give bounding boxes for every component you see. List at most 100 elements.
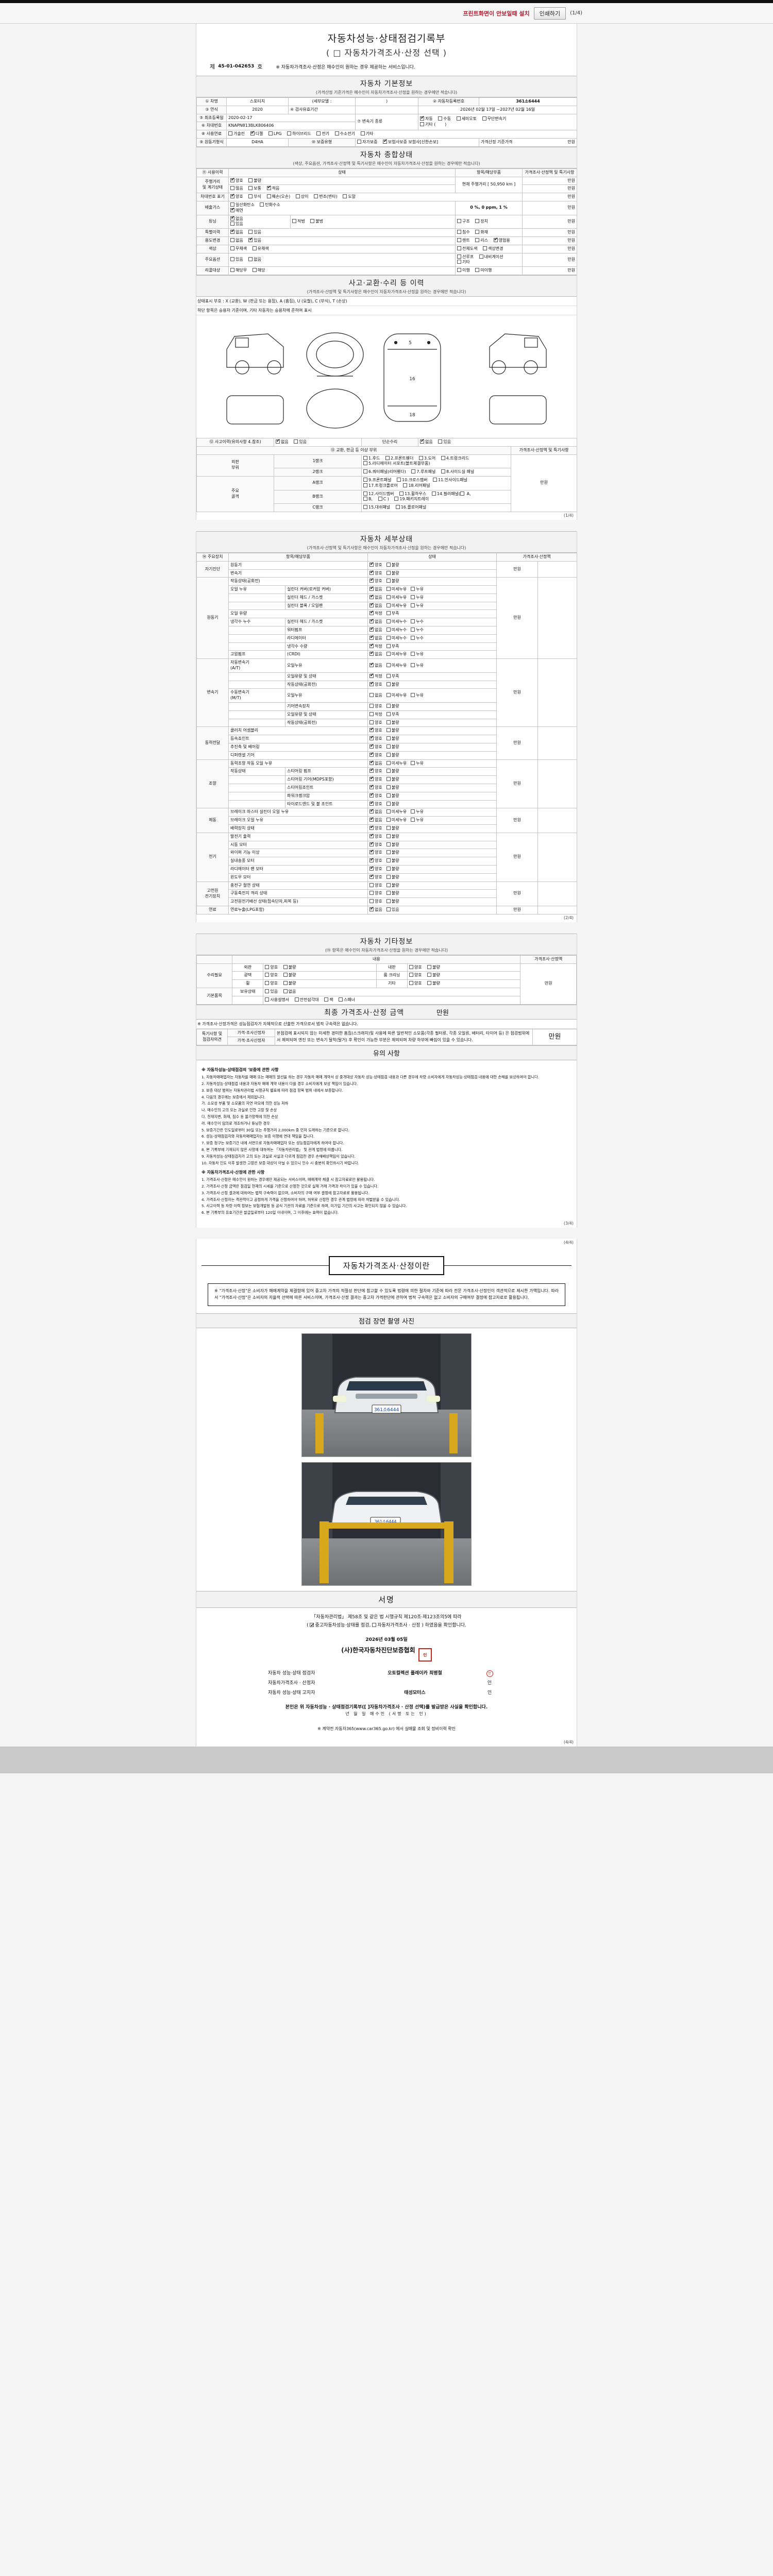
checkbox-icon[interactable] (248, 186, 253, 191)
simple-yes[interactable]: 있음 (438, 439, 451, 445)
state-option[interactable]: 양호 (369, 784, 382, 791)
state-option[interactable]: 양호 (369, 824, 382, 832)
print-button[interactable]: 인쇄하기 (533, 7, 566, 20)
checkbox-icon[interactable] (427, 981, 432, 986)
checkbox-icon[interactable] (433, 477, 438, 482)
checkbox-icon[interactable] (230, 186, 234, 191)
checkbox-icon[interactable] (369, 849, 374, 855)
checkbox-icon[interactable] (386, 628, 391, 632)
vin-damaged[interactable]: 훼손(오손) (266, 194, 290, 200)
checkbox-icon[interactable] (369, 672, 374, 679)
checkbox-icon[interactable] (386, 692, 391, 697)
state-option[interactable]: 양호 (369, 849, 382, 856)
item-triangle[interactable]: 안전삼각대 (294, 997, 319, 1003)
emission-hc[interactable]: 탄화수소 (260, 202, 280, 208)
checkbox-icon[interactable] (369, 594, 374, 600)
part-radiator-support[interactable]: 5.라디에이터 서포트(볼트체결부품) (363, 461, 430, 467)
checkbox-icon[interactable] (396, 477, 401, 482)
checkbox-icon[interactable] (369, 569, 374, 575)
mileage-few[interactable]: 적음 (266, 184, 279, 192)
checkbox-icon[interactable] (457, 254, 462, 259)
checkbox-icon[interactable] (265, 973, 270, 977)
checkbox-icon[interactable] (250, 130, 255, 136)
checkbox-icon[interactable] (266, 194, 271, 199)
checkbox-icon[interactable] (403, 483, 408, 487)
checkbox-icon[interactable] (411, 628, 415, 632)
checkbox-icon[interactable] (457, 260, 462, 264)
checkbox-icon[interactable] (230, 207, 235, 213)
warranty-opt-insurer[interactable]: 보험사보증 보험사[신한손보] (383, 138, 438, 145)
part-floor-panel[interactable]: 16.플로어패널 (395, 505, 426, 511)
color-chromatic[interactable]: 유채색 (252, 246, 269, 252)
checkbox-icon[interactable] (363, 505, 367, 510)
checkbox-icon[interactable] (369, 609, 374, 616)
part-side-sill-panel[interactable]: 8.사이드실 패널 (441, 469, 474, 475)
checkbox-icon[interactable] (230, 228, 235, 234)
checkbox-icon[interactable] (456, 116, 461, 121)
state-option[interactable]: 없음 (369, 808, 382, 815)
checkbox-icon[interactable] (363, 469, 367, 474)
checkbox-icon[interactable] (343, 194, 347, 199)
checkbox-icon[interactable] (386, 760, 391, 765)
checkbox-icon[interactable] (324, 997, 329, 1002)
checkbox-icon[interactable] (475, 218, 480, 223)
recall-yes[interactable]: 해당 (252, 268, 265, 274)
checkbox-icon[interactable] (386, 728, 391, 733)
checkbox-icon[interactable] (230, 193, 235, 199)
checkbox-icon[interactable] (230, 246, 234, 250)
checkbox-icon[interactable] (369, 873, 374, 879)
checkbox-icon[interactable] (493, 236, 498, 243)
trans-opt-other[interactable]: 기타 ( ) (420, 122, 446, 128)
part-dash-panel[interactable]: 15.대쉬패널 (363, 505, 390, 511)
state-option[interactable]: 양호 (369, 841, 382, 848)
checkbox-icon[interactable] (369, 816, 374, 822)
state-option[interactable]: 미세누유 (386, 818, 407, 823)
state-option[interactable]: 미세누유 (386, 595, 407, 601)
checkbox-icon[interactable] (369, 824, 374, 831)
checkbox-icon[interactable] (266, 184, 271, 191)
checkbox-icon[interactable] (295, 194, 300, 199)
checkbox-icon[interactable] (386, 744, 391, 749)
state-option[interactable]: 없음 (369, 626, 382, 633)
other-bad[interactable]: 불량 (427, 981, 440, 987)
checkbox-icon[interactable] (386, 635, 391, 640)
state-option[interactable]: 누유 (411, 818, 424, 823)
checkbox-icon[interactable] (386, 587, 391, 591)
state-option[interactable]: 양호 (369, 873, 382, 880)
checkbox-icon[interactable] (369, 704, 374, 708)
checkbox-icon[interactable] (252, 268, 257, 273)
state-option[interactable]: 불량 (386, 720, 399, 726)
holding-yes[interactable]: 있음 (265, 989, 278, 995)
state-option[interactable]: 미세누유 (386, 663, 407, 669)
state-option[interactable]: 미세누유 (386, 587, 407, 592)
checkbox-icon[interactable] (457, 238, 462, 242)
checkbox-icon[interactable] (411, 809, 415, 814)
state-option[interactable]: 없음 (369, 906, 382, 913)
special-flood[interactable]: 침수 (457, 230, 470, 235)
checkbox-icon[interactable] (369, 883, 374, 887)
state-option[interactable]: 불량 (386, 793, 399, 799)
state-option[interactable]: 불량 (386, 777, 399, 783)
recall-na[interactable]: 해당무 (230, 268, 247, 274)
checkbox-icon[interactable] (363, 483, 367, 487)
state-option[interactable]: 불량 (386, 728, 399, 734)
checkbox-icon[interactable] (386, 736, 391, 741)
checkbox-icon[interactable] (441, 455, 445, 460)
part-hood[interactable]: 1.후드 (363, 455, 380, 462)
checkbox-icon[interactable] (386, 874, 391, 879)
mileage-normal[interactable]: 보통 (248, 186, 261, 192)
state-option[interactable]: 누유 (411, 603, 424, 609)
state-option[interactable]: 누유 (411, 652, 424, 657)
state-option[interactable]: 미세누유 (386, 760, 407, 767)
checkbox-icon[interactable] (411, 692, 415, 697)
recall-not-done[interactable]: 미이행 (475, 268, 492, 274)
vin-good[interactable]: 양호 (230, 193, 243, 200)
checkbox-icon[interactable] (427, 973, 432, 977)
vin-corrosion[interactable]: 부식 (248, 194, 261, 200)
checkbox-icon[interactable] (457, 218, 462, 223)
checkbox-icon[interactable] (378, 497, 382, 501)
state-option[interactable]: 양호 (369, 561, 382, 568)
state-option[interactable]: 누유 (411, 760, 424, 767)
checkbox-icon[interactable] (369, 767, 374, 774)
checkbox-icon[interactable] (228, 131, 232, 136)
